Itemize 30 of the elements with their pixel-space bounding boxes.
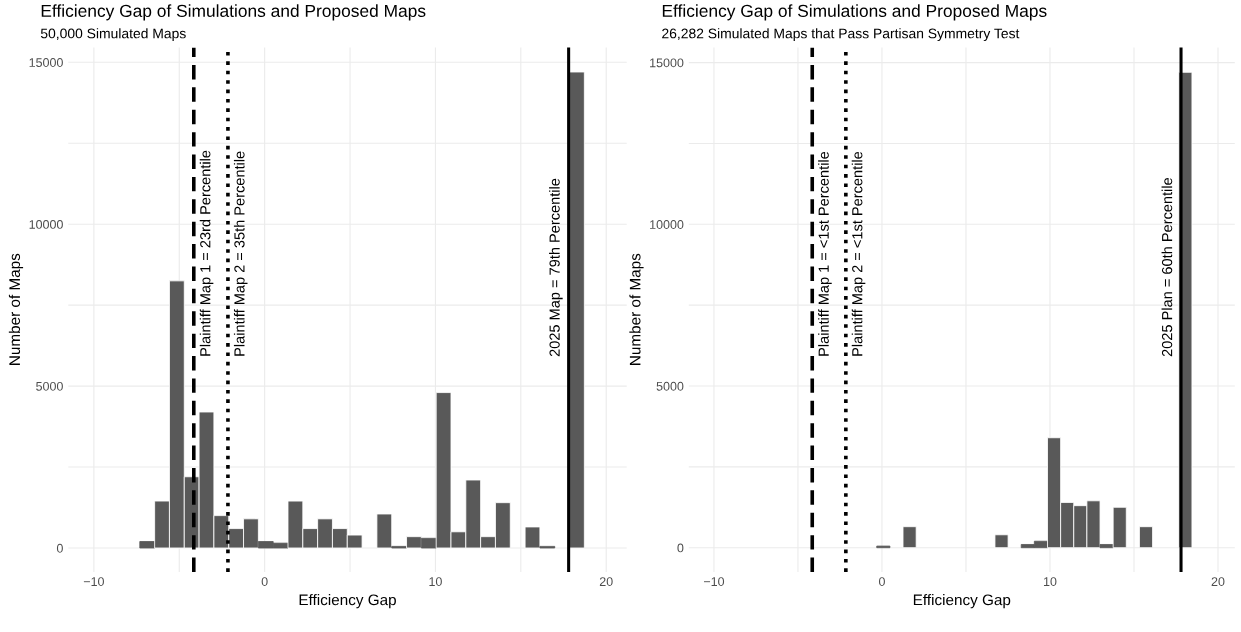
y-tick-label: 10000 [29, 220, 63, 229]
x-tick-label: 10 [429, 577, 442, 586]
y-tick-label: 5000 [656, 381, 684, 391]
x-tick-label: 0 [878, 577, 885, 586]
y-tick-label: 15000 [650, 58, 684, 68]
x-axis-title: Efficiency Gap [913, 594, 1011, 609]
x-tick-label: −10 [703, 577, 725, 586]
y-axis-title: Number of Maps [629, 253, 644, 365]
chart-title: Efficiency Gap of Simulations and Proposed Maps [41, 4, 426, 21]
y-axis-title: Number of Maps [8, 253, 24, 365]
x-tick-label: 0 [261, 577, 268, 586]
annotation: Plaintiff Map 2 = 35th Percentile [233, 151, 248, 356]
x-tick-label: 20 [599, 577, 613, 586]
y-tick-label: 0 [677, 543, 684, 553]
y-tick-label: 10000 [650, 220, 684, 229]
chart-subtitle: 26,282 Simulated Maps that Pass Partisan Symmetry Test [662, 28, 1020, 42]
x-tick-label: 20 [1211, 577, 1225, 586]
annotation: 2025 Map = 79th Percentile [549, 178, 563, 357]
x-axis-title: Efficiency Gap [299, 594, 396, 609]
annotation: Plaintiff Map 2 = <1st Percentile [851, 151, 866, 356]
x-tick-label: −10 [83, 577, 104, 586]
y-tick-label: 5000 [36, 381, 63, 391]
annotation: 2025 Plan = 60th Percentile [1161, 177, 1173, 357]
annotation: Plaintiff Map 1 = <1st Percentile [818, 151, 832, 356]
y-tick-label: 0 [56, 543, 63, 553]
chart-subtitle: 50,000 Simulated Maps [40, 28, 186, 42]
annotation: Plaintiff Map 1 = 23rd Percentile [199, 150, 214, 356]
y-tick-label: 15000 [29, 58, 63, 67]
chart-title: Efficiency Gap of Simulations and Proposed Maps [662, 4, 1047, 21]
x-tick-label: 10 [1043, 577, 1057, 586]
